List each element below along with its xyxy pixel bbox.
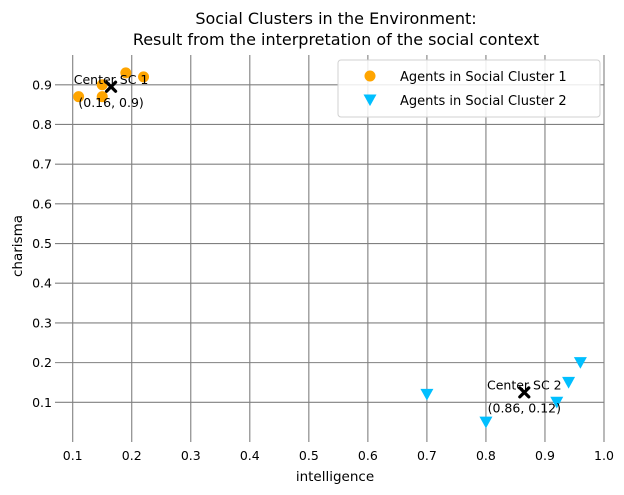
y-axis-ticks: 0.1 0.2 0.3 0.4 0.5 0.6 0.7 0.8 0.9 [32, 77, 52, 410]
legend-marker-cluster-2 [363, 94, 377, 107]
chart-title-line-2: Result from the interpretation of the so… [133, 30, 539, 49]
cluster-1-point [96, 79, 108, 91]
chart-title-line-1: Social Clusters in the Environment: [195, 9, 476, 28]
y-tick-label: 0.8 [32, 117, 52, 132]
x-tick-label: 0.7 [417, 448, 437, 463]
x-tick-label: 0.8 [476, 448, 496, 463]
y-tick-label: 0.7 [32, 157, 52, 172]
center-2-coords: (0.86, 0.12) [488, 400, 561, 415]
legend-label-cluster-2: Agents in Social Cluster 2 [400, 94, 567, 109]
x-tick-label: 0.6 [358, 448, 378, 463]
cluster-2-point [573, 357, 587, 369]
y-tick-label: 0.3 [32, 315, 52, 330]
x-tick-label: 0.9 [535, 448, 555, 463]
x-axis-ticks: 0.1 0.2 0.3 0.4 0.5 0.6 0.7 0.8 0.9 1.0 [63, 448, 614, 463]
y-tick-label: 0.6 [32, 196, 52, 211]
center-2-label: Center SC 2 [487, 377, 562, 392]
x-tick-label: 1.0 [594, 448, 614, 463]
center-1-label: Center SC 1 [74, 72, 149, 87]
y-tick-label: 0.2 [32, 355, 52, 370]
y-tick-label: 0.9 [32, 77, 52, 92]
x-axis-label: intelligence [296, 469, 374, 485]
cluster-2-point [550, 396, 564, 409]
legend-label-cluster-1: Agents in Social Cluster 1 [400, 70, 567, 85]
cluster-1-point [96, 91, 108, 103]
cluster-2-point [562, 376, 576, 389]
y-tick-label: 0.1 [32, 395, 52, 410]
cluster-2-point [420, 388, 434, 401]
cluster-1-point [73, 91, 85, 103]
cluster-1-point [120, 67, 132, 79]
cluster-2-point [479, 416, 493, 429]
y-tick-label: 0.4 [32, 276, 52, 291]
x-tick-label: 0.1 [63, 448, 83, 463]
legend-marker-cluster-1 [364, 70, 376, 82]
center-1-coords: (0.16, 0.9) [78, 95, 143, 110]
x-tick-label: 0.5 [299, 448, 319, 463]
x-tick-label: 0.3 [181, 448, 201, 463]
cluster-1-point [138, 71, 150, 83]
x-tick-label: 0.4 [240, 448, 260, 463]
x-tick-label: 0.2 [122, 448, 142, 463]
y-axis-label: charisma [10, 215, 26, 277]
grid [55, 55, 605, 442]
legend: Agents in Social Cluster 1 Agents in Soci… [337, 59, 601, 118]
legend-box [337, 59, 601, 118]
center-2-marker [518, 386, 531, 399]
cluster-centers: Center SC 1 (0.16, 0.9) Center SC 2 (0.86, … [74, 72, 562, 416]
center-1-marker [104, 80, 118, 93]
y-tick-label: 0.5 [32, 236, 52, 251]
data-points [73, 67, 587, 429]
